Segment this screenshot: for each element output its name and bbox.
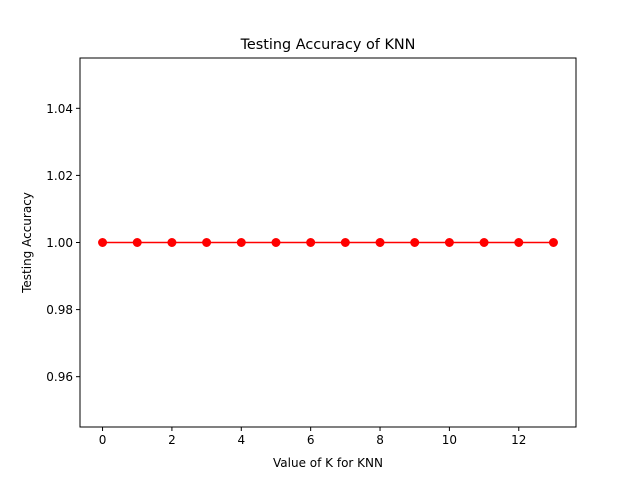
data-point [514, 238, 524, 247]
data-point [479, 238, 489, 247]
x-tick-label: 10 [442, 433, 457, 447]
data-point [444, 238, 454, 247]
y-tick-label: 1.02 [46, 169, 73, 183]
data-point [375, 238, 385, 247]
x-tick-label: 6 [307, 433, 315, 447]
x-tick-label: 8 [376, 433, 384, 447]
data-point [340, 238, 350, 247]
plot-area [98, 238, 558, 247]
data-point [167, 238, 177, 247]
x-axis-label: Value of K for KNN [273, 456, 383, 470]
x-tick-label: 4 [237, 433, 245, 447]
data-point [202, 238, 212, 247]
data-point [271, 238, 281, 247]
y-tick-label: 0.96 [46, 370, 73, 384]
y-tick-label: 1.04 [46, 102, 73, 116]
data-point [132, 238, 142, 247]
data-point [98, 238, 108, 247]
data-point [306, 238, 316, 247]
y-tick-label: 1.00 [46, 236, 73, 250]
data-point [548, 238, 558, 247]
data-point [410, 238, 420, 247]
x-tick-label: 12 [511, 433, 526, 447]
x-tick-label: 0 [99, 433, 107, 447]
chart-title: Testing Accuracy of KNN [240, 37, 416, 53]
y-axis-label: Testing Accuracy [20, 192, 34, 294]
data-point [236, 238, 246, 247]
y-tick-label: 0.98 [46, 303, 73, 317]
x-tick-label: 2 [168, 433, 176, 447]
